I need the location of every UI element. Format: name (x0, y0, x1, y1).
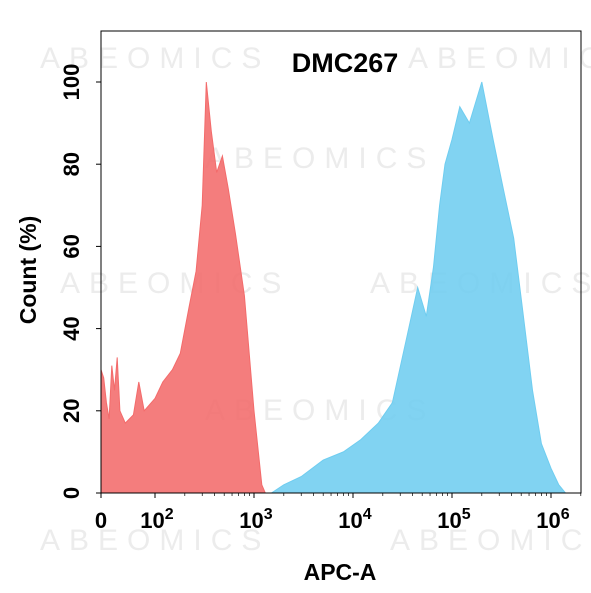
ticks-layer: 0204060801000102103104105106107 (59, 64, 582, 533)
x-tick-label: 0 (95, 508, 107, 533)
watermark-text: ABEOMICS (408, 42, 591, 75)
x-axis-label: APC-A (304, 559, 377, 585)
x-tick-label: 102 (140, 506, 173, 533)
watermark-text: ABEOMICS (40, 524, 270, 557)
watermark-text: ABEOMICS (40, 42, 270, 75)
x-tick-label: 106 (536, 506, 569, 533)
y-tick-label: 80 (59, 152, 84, 176)
y-tick-label: 100 (59, 64, 84, 101)
histogram-series-2 (269, 81, 567, 494)
series-layer (100, 81, 567, 494)
watermark-text: ABEOMICS (60, 267, 290, 300)
y-axis-label: Count (%) (15, 216, 41, 325)
y-tick-label: 60 (59, 234, 84, 258)
x-tick-label: 103 (239, 506, 272, 533)
x-tick-label: 104 (338, 506, 371, 533)
x-tick-label: 105 (437, 506, 470, 533)
axes-layer (100, 30, 582, 494)
plot-frame (100, 30, 582, 494)
y-tick-label: 40 (59, 316, 84, 340)
y-tick-label: 0 (59, 487, 84, 499)
watermark-text: ABEOMICS (390, 524, 591, 557)
watermark-text: ABEOMICS (205, 142, 435, 175)
chart-title: DMC267 (292, 48, 399, 78)
y-tick-label: 20 (59, 399, 84, 423)
histogram-series-1 (100, 81, 267, 494)
